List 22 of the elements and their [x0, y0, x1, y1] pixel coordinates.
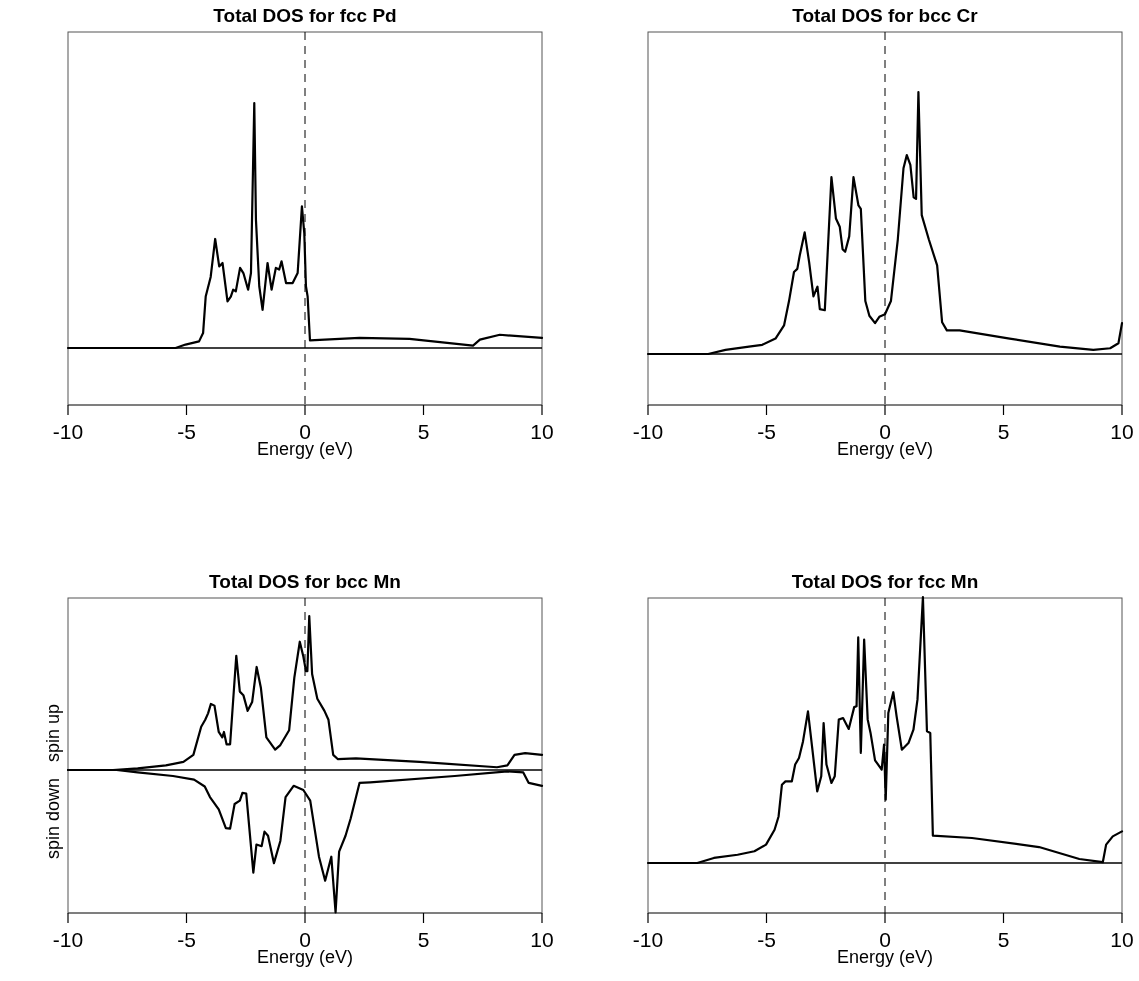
- x-tick-label: 10: [530, 420, 554, 443]
- chart-title: Total DOS for fcc Pd: [213, 5, 397, 26]
- x-tick-label: 5: [417, 928, 430, 951]
- x-tick-label: -5: [177, 420, 196, 443]
- x-tick-label: 5: [417, 420, 430, 443]
- x-tick-label: 5: [997, 420, 1010, 443]
- x-tick-label: 10: [1110, 420, 1134, 443]
- x-tick-label: 10: [530, 928, 554, 951]
- x-tick-label: -5: [757, 420, 776, 443]
- x-tick-label: -10: [52, 928, 84, 951]
- x-tick-label: -10: [632, 928, 664, 951]
- x-tick-label: -10: [52, 420, 84, 443]
- chart-title: Total DOS for bcc Mn: [209, 571, 401, 592]
- x-tick-label: -5: [177, 928, 196, 951]
- chart-title: Total DOS for bcc Cr: [792, 5, 979, 26]
- text: spin up: [42, 703, 63, 762]
- chart-title: Total DOS for fcc Mn: [791, 571, 979, 592]
- x-tick-label: 5: [997, 928, 1010, 951]
- x-tick-label: -10: [632, 420, 664, 443]
- text: spin down: [42, 778, 63, 860]
- x-tick-label: -5: [757, 928, 776, 951]
- x-tick-label: 10: [1110, 928, 1134, 951]
